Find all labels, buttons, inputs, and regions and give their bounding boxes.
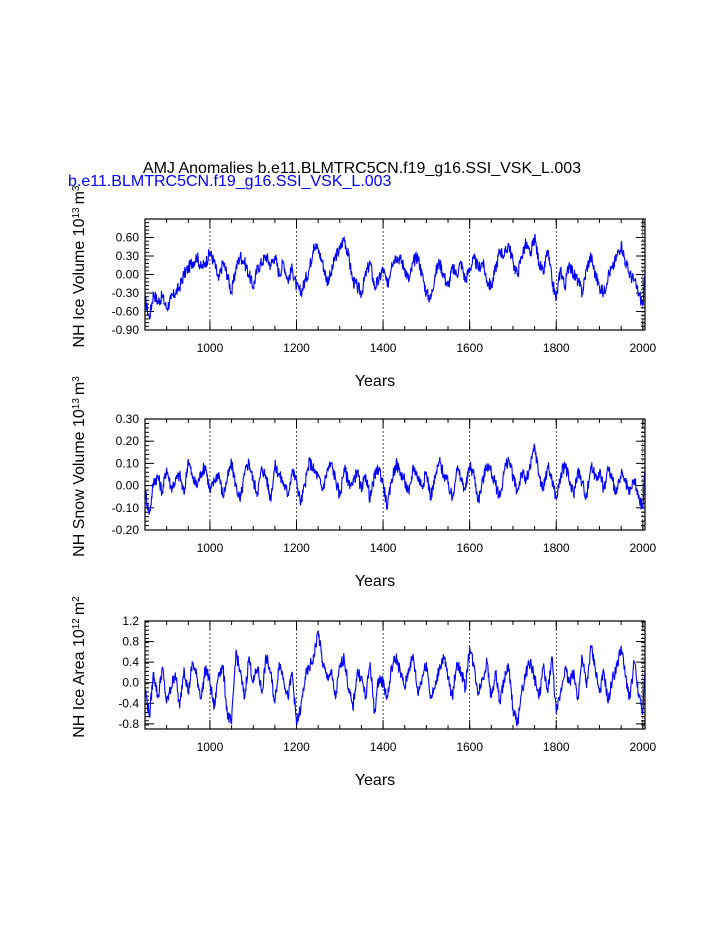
ice-volume-xtick-label-1000: 1000: [197, 341, 224, 355]
ice-area-yaxis-exp: 12: [71, 618, 82, 630]
ice-area-plot-frame: [144, 620, 646, 730]
ice-volume-xtick-label-1800: 1800: [543, 341, 570, 355]
snow-volume-series-line: [145, 443, 645, 515]
ice-volume-ytick-label-0.00: 0.00: [116, 268, 140, 282]
ice-volume-xtick-label-2000: 2000: [629, 341, 656, 355]
ice-area-xaxis-label: Years: [355, 772, 395, 789]
ice-volume-series-line: [145, 233, 645, 321]
snow-volume-xtick-label-1000: 1000: [197, 541, 224, 555]
ice-area-ytick-label-0.0: 0.0: [122, 676, 139, 690]
ice-area-ytick-label--0.4: -0.4: [118, 696, 139, 710]
ice-volume-plot-frame: [144, 218, 646, 331]
snow-volume-panel: 1000 1200 1400 1600 1800 2000 -0.20 -0.10 0.00 0.…: [71, 376, 657, 590]
ice-area-ytick-label-0.8: 0.8: [122, 635, 139, 649]
ice-volume-ytick-label--0.90: -0.90: [112, 323, 140, 337]
snow-volume-ytick-label-0.10: 0.10: [116, 456, 140, 470]
ice-area-yaxis-unit: m: [71, 602, 88, 615]
snow-volume-xtick-label-1400: 1400: [370, 541, 397, 555]
figure-title: AMJ Anomalies b.e11.BLMTRC5CN.f19_g16.SS…: [143, 160, 581, 177]
ice-area-ytick-label-0.4: 0.4: [122, 655, 139, 669]
snow-volume-yaxis-exp: 13: [71, 398, 82, 410]
ice-volume-ytick-label--0.30: -0.30: [112, 286, 140, 300]
ice-volume-ytick-label--0.60: -0.60: [112, 305, 140, 319]
ice-volume-panel: 1000 1200 1400 1600 1800 2000 -0.90 -0.60 -0.30 0…: [71, 185, 657, 390]
ice-area-xtick-label-1400: 1400: [370, 740, 397, 754]
ice-area-ytick-label--0.8: -0.8: [118, 717, 139, 731]
snow-volume-ytick-label-0.20: 0.20: [116, 434, 140, 448]
snow-volume-xtick-label-1800: 1800: [543, 541, 570, 555]
snow-volume-xtick-label-2000: 2000: [629, 541, 656, 555]
snow-volume-yaxis-label-text: NH Snow Volume 10: [71, 409, 88, 557]
snow-volume-xtick-label-1600: 1600: [456, 541, 483, 555]
ice-volume-xtick-label-1600: 1600: [456, 341, 483, 355]
ice-area-xtick-label-1800: 1800: [543, 740, 570, 754]
ice-area-series-line: [145, 630, 645, 727]
snow-volume-yaxis-unit-exp: 3: [71, 376, 82, 382]
ice-area-yaxis-label-text: NH Ice Area 10: [71, 629, 88, 738]
snow-volume-xtick-label-1200: 1200: [283, 541, 310, 555]
ice-area-xtick-label-1200: 1200: [283, 740, 310, 754]
ice-area-yaxis-label: NH Ice Area 1012 m2: [71, 596, 89, 738]
ice-area-ytick-label-1.2: 1.2: [122, 614, 139, 628]
snow-volume-ytick-label-0.00: 0.00: [116, 479, 140, 493]
snow-volume-ytick-label--0.20: -0.20: [112, 523, 140, 537]
ice-volume-yaxis-label-text: NH Ice Volume 10: [71, 218, 88, 347]
ice-volume-xtick-label-1200: 1200: [283, 341, 310, 355]
ice-volume-xaxis-label: Years: [355, 373, 395, 390]
ice-volume-yaxis-unit-exp: 3: [71, 185, 82, 191]
ice-volume-xtick-label-1400: 1400: [370, 341, 397, 355]
snow-volume-ytick-label--0.10: -0.10: [112, 501, 140, 515]
ice-area-xtick-label-2000: 2000: [629, 740, 656, 754]
ice-area-xtick-label-1600: 1600: [456, 740, 483, 754]
snow-volume-plot-frame: [144, 418, 646, 531]
snow-volume-yaxis-label: NH Snow Volume 1013 m3: [71, 376, 89, 557]
ice-volume-yaxis-exp: 13: [71, 207, 82, 219]
ice-volume-ytick-label-0.60: 0.60: [116, 231, 140, 245]
figure-subtitle: b.e11.BLMTRC5CN.f19_g16.SSI_VSK_L.003: [68, 173, 392, 190]
ice-area-panel: 1000 1200 1400 1600 1800 2000 -0.8 -0.4 0.0 0.4 0.…: [71, 596, 657, 789]
ice-volume-ytick-label-0.30: 0.30: [116, 249, 140, 263]
snow-volume-yaxis-unit: m: [71, 382, 88, 395]
ice-volume-yaxis-label: NH Ice Volume 1013 m3: [71, 185, 89, 347]
ice-volume-yaxis-unit: m: [71, 191, 88, 204]
snow-volume-xaxis-label: Years: [355, 573, 395, 590]
ice-area-yaxis-unit-exp: 2: [71, 596, 82, 602]
snow-volume-ytick-label-0.30: 0.30: [116, 412, 140, 426]
ice-area-xtick-label-1000: 1000: [197, 740, 224, 754]
